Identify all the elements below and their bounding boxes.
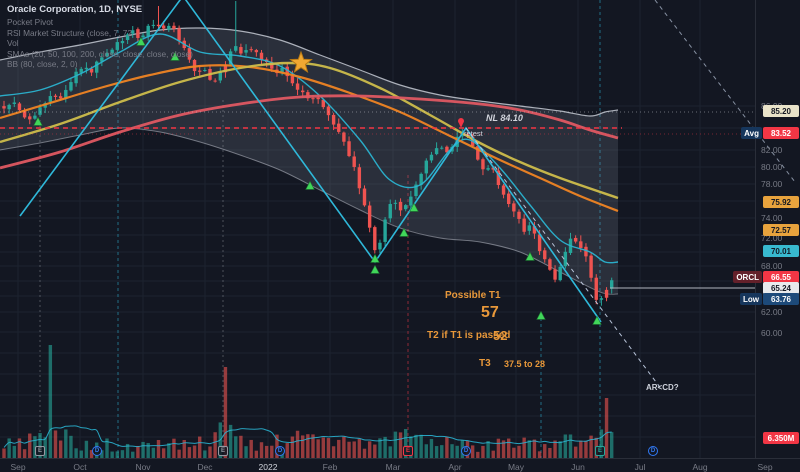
time-axis-label-2022: 2022 (258, 462, 278, 472)
price-axis-label: 74.00 (761, 213, 783, 223)
earnings-icon[interactable]: E (218, 446, 228, 456)
price-axis-label: 80.00 (761, 162, 783, 172)
avg-price-prefix: Avg (741, 127, 762, 139)
up-triangle-icon (370, 264, 380, 274)
sma-price-1-badge: 75.92 (763, 196, 799, 208)
candlestick-series (2, 1, 614, 306)
earnings-icon[interactable]: E (35, 446, 45, 456)
last-price-prefix: ORCL (733, 271, 762, 283)
sma-price-2-badge: 72.57 (763, 224, 799, 236)
up-triangle-icon (592, 315, 602, 325)
price-axis-label: 72.00 (761, 233, 783, 243)
time-axis-label-nov: Nov (135, 462, 151, 472)
volume-value-badge: 6.350M (763, 432, 799, 444)
last-price-badge: ORCL 66.55 (733, 271, 799, 283)
sma-price-3-badge: 70.01 (763, 245, 799, 257)
earnings-icon[interactable]: E (595, 446, 605, 456)
time-axis-label-jul: Jul (634, 462, 646, 472)
time-axis-label-mar: Mar (385, 462, 401, 472)
up-triangle-icon (33, 116, 43, 126)
dividend-icon[interactable]: D (648, 446, 658, 456)
low-price-badge: Low 63.76 (740, 293, 799, 305)
time-axis-label-jun: Jun (571, 462, 585, 472)
up-triangle-icon (409, 202, 419, 212)
price-axis-label: 62.00 (761, 307, 783, 317)
last-price-value: 66.55 (763, 271, 799, 283)
low-price-prefix: Low (740, 293, 762, 305)
time-axis-label-aug: Aug (692, 462, 708, 472)
sma-price-1-value: 75.92 (763, 196, 799, 208)
low-price-value: 63.76 (763, 293, 799, 305)
sma-price-2-value: 72.57 (763, 224, 799, 236)
up-triangle-icon (525, 251, 535, 261)
upper-line-price-badge: 85.20 (763, 105, 799, 117)
up-triangle-icon (305, 180, 315, 190)
dividend-icon[interactable]: D (461, 446, 471, 456)
star-icon[interactable] (289, 50, 313, 74)
price-line-value-value: 65.24 (763, 282, 799, 294)
price-axis-label: 78.00 (761, 179, 783, 189)
price-axis-label: 82.00 (761, 145, 783, 155)
volume-value-value: 6.350M (763, 432, 799, 444)
up-triangle-icon (370, 253, 380, 263)
earnings-icon[interactable]: E (403, 446, 413, 456)
time-axis-label-apr: Apr (448, 462, 462, 472)
up-triangle-icon (536, 310, 546, 320)
sma-lines (0, 33, 619, 264)
horizontal-lines[interactable] (0, 111, 755, 289)
up-triangle-icon (399, 227, 409, 237)
sma-price-3-value: 70.01 (763, 245, 799, 257)
price-axis-label: 60.00 (761, 328, 783, 338)
time-axis-label-sep: Sep (10, 462, 26, 472)
event-vertical-lines (39, 0, 601, 458)
time-axis-label-sep: Sep (757, 462, 773, 472)
volume-series (2, 345, 614, 458)
time-axis-label-oct: Oct (73, 462, 87, 472)
dividend-icon[interactable]: D (92, 446, 102, 456)
pin-icon[interactable] (458, 118, 464, 128)
avg-price-badge: Avg 83.52 (741, 127, 799, 139)
time-axis-label-dec: Dec (197, 462, 213, 472)
price-axis-label: 68.00 (761, 261, 783, 271)
avg-price-value: 83.52 (763, 127, 799, 139)
abcd-projection-line[interactable] (465, 127, 663, 391)
price-line-value-badge: 65.24 (763, 282, 799, 294)
time-axis-label-may: May (507, 462, 525, 472)
channel-projection-line[interactable] (654, 0, 796, 183)
time-axis[interactable]: Sep Oct Nov Dec 2022 Feb Mar Apr May Jun Jul Aug Sep (0, 458, 800, 472)
up-triangle-icon (136, 36, 146, 46)
dividend-icon[interactable]: D (275, 446, 285, 456)
up-triangle-icon (170, 51, 180, 61)
time-axis-label-feb: Feb (322, 462, 338, 472)
buy-signal-markers (33, 36, 602, 325)
upper-line-price-value: 85.20 (763, 105, 799, 117)
grid (0, 0, 755, 458)
